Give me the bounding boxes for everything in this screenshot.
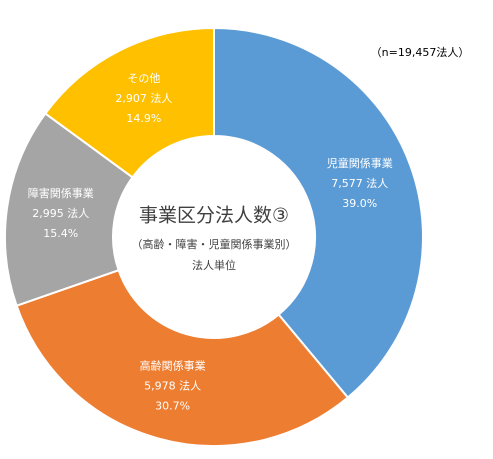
percent-label: 30.7%	[155, 399, 190, 412]
wedge	[4, 112, 134, 308]
category-label: 児童関係事業	[327, 156, 393, 170]
wedges	[4, 26, 424, 447]
wedge	[213, 26, 424, 399]
wedge	[43, 26, 215, 179]
wedge	[15, 268, 350, 447]
percent-label: 14.9%	[126, 112, 161, 125]
value-label: 2,907 法人	[115, 91, 172, 105]
caption: 法人単位	[192, 258, 236, 272]
chart-title: 事業区分法人数③	[139, 205, 289, 227]
percent-label: 39.0%	[342, 197, 377, 210]
chart-subtitle: （高齢・障害・児童関係事業別）	[132, 237, 297, 251]
percent-label: 15.4%	[43, 227, 78, 240]
value-label: 7,577 法人	[331, 176, 388, 190]
value-label: 5,978 法人	[144, 378, 201, 392]
category-label: 高齢関係事業	[140, 358, 206, 372]
labels: 児童関係事業 7,577 法人 39.0% 高齢関係事業 5,978 法人 30.7% 障害…	[28, 72, 393, 413]
value-label: 2,995 法人	[32, 206, 89, 220]
category-label: 障害関係事業	[28, 186, 94, 200]
note: （n=19,457法人）	[371, 45, 470, 59]
category-label: その他	[127, 72, 160, 85]
